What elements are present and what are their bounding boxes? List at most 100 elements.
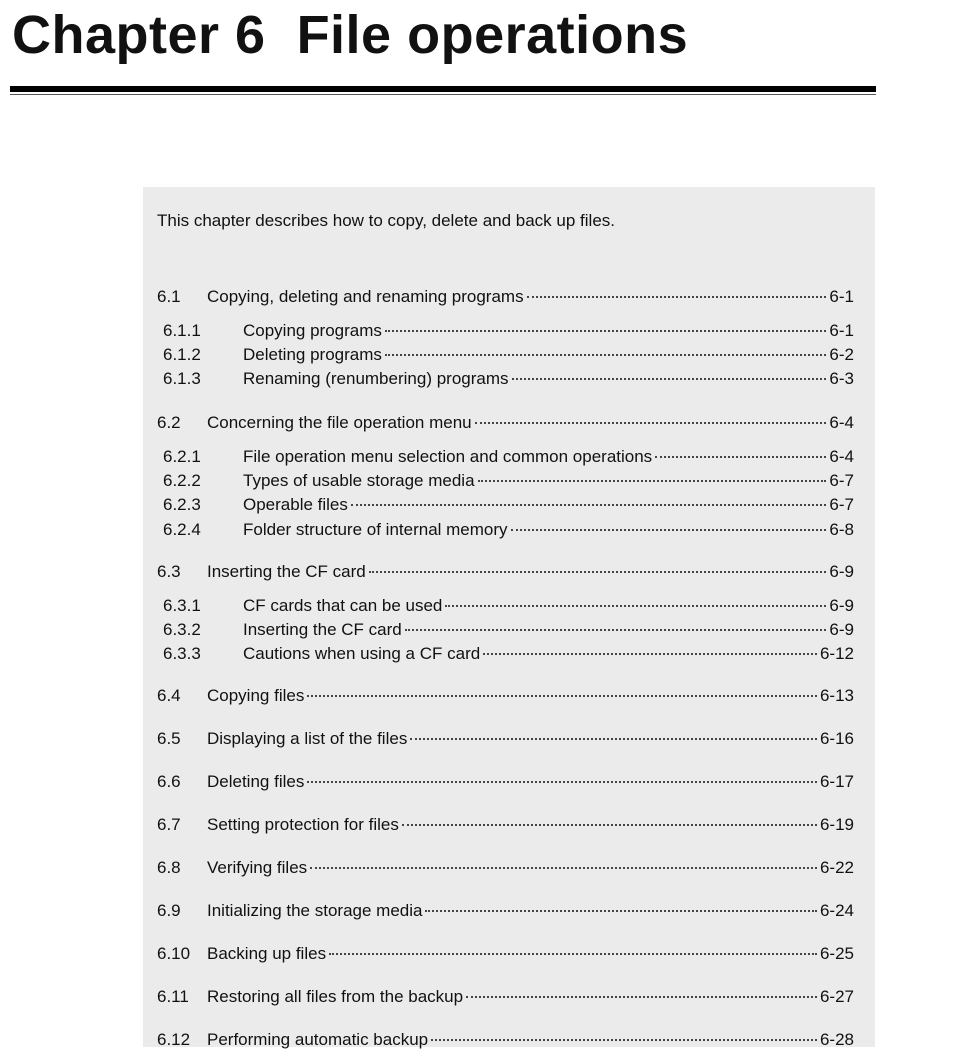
entry-number: 6.3.2 <box>163 620 201 639</box>
toc-entry: 6.1.1 Copying programs 6-1 <box>157 321 854 343</box>
dot-leader <box>510 529 827 531</box>
toc-entry: 6.3.1 CF cards that can be used 6-9 <box>157 596 854 618</box>
entry-title: Backing up files <box>207 944 327 963</box>
entry-page: 6-2 <box>829 345 854 364</box>
entry-number: 6.3.3 <box>163 644 201 663</box>
dot-leader <box>431 1039 817 1041</box>
entry-number: 6.1.3 <box>163 369 201 388</box>
dot-leader <box>410 738 817 740</box>
chapter-title: Chapter 6 File operations <box>12 5 689 65</box>
dot-leader <box>466 996 817 998</box>
entry-page: 6-28 <box>819 1030 854 1049</box>
entry-title: Copying programs <box>243 321 382 340</box>
entry-page: 6-24 <box>819 901 854 920</box>
entry-number: 6.10 <box>157 944 191 963</box>
dot-leader <box>307 695 817 697</box>
entry-number: 6.4 <box>157 686 181 705</box>
entry-title: Types of usable storage media <box>243 471 475 490</box>
dot-leader <box>329 953 817 955</box>
toc-entry: 6.2.3 Operable files 6-7 <box>157 495 854 517</box>
toc-entry: 6.2.1 File operation menu selection and c… <box>157 447 854 469</box>
toc-entry: 6.1.2 Deleting programs 6-2 <box>157 345 854 367</box>
entry-title: File operation menu selection and common… <box>243 447 653 466</box>
dot-leader <box>425 910 817 912</box>
dot-leader <box>655 456 827 458</box>
entry-title: Folder structure of internal memory <box>243 520 508 539</box>
entry-number: 6.5 <box>157 729 181 748</box>
entry-page: 6-7 <box>829 495 854 514</box>
toc-entry: 6.5 Displaying a list of the files 6-16 <box>157 729 854 751</box>
toc-entry: 6.2 Concerning the file operation menu 6-4 <box>157 413 854 435</box>
entry-page: 6-1 <box>829 321 854 340</box>
entry-number: 6.2.4 <box>163 520 201 539</box>
toc-entry: 6.12 Performing automatic backup 6-28 <box>157 1030 854 1052</box>
entry-title: Cautions when using a CF card <box>243 644 481 663</box>
entry-title: Concerning the file operation menu <box>207 413 472 432</box>
entry-page: 6-13 <box>819 686 854 705</box>
toc-entry: 6.3.2 Inserting the CF card 6-9 <box>157 620 854 642</box>
dot-leader <box>384 354 827 356</box>
toc-entry: 6.4 Copying files 6-13 <box>157 686 854 708</box>
dot-leader <box>445 605 827 607</box>
entry-page: 6-25 <box>819 944 854 963</box>
entry-number: 6.2.3 <box>163 495 201 514</box>
toc-entry: 6.3 Inserting the CF card 6-9 <box>157 562 854 584</box>
toc-entry: 6.6 Deleting files 6-17 <box>157 772 854 794</box>
entry-page: 6-8 <box>829 520 854 539</box>
toc-entry: 6.1.3 Renaming (renumbering) programs 6-3 <box>157 369 854 391</box>
entry-title: Copying files <box>207 686 305 705</box>
dot-leader <box>368 571 827 573</box>
entry-title: Deleting files <box>207 772 305 791</box>
entry-number: 6.2.2 <box>163 471 201 490</box>
entry-title: CF cards that can be used <box>243 596 443 615</box>
title-rule-thin <box>10 94 876 95</box>
dot-leader <box>310 867 817 869</box>
entry-page: 6-9 <box>829 562 854 581</box>
title-rule <box>10 86 876 92</box>
toc-entry: 6.8 Verifying files 6-22 <box>157 858 854 880</box>
toc-entry: 6.11 Restoring all files from the backup 6… <box>157 987 854 1009</box>
entry-page: 6-12 <box>819 644 854 663</box>
entry-number: 6.2 <box>157 413 181 432</box>
entry-page: 6-22 <box>819 858 854 877</box>
toc-entry: 6.7 Setting protection for files 6-19 <box>157 815 854 837</box>
entry-page: 6-9 <box>829 620 854 639</box>
entry-number: 6.11 <box>157 987 189 1006</box>
entry-title: Displaying a list of the files <box>207 729 408 748</box>
entry-number: 6.6 <box>157 772 181 791</box>
entry-page: 6-9 <box>829 596 854 615</box>
entry-number: 6.3.1 <box>163 596 201 615</box>
entry-number: 6.7 <box>157 815 181 834</box>
entry-title: Renaming (renumbering) programs <box>243 369 509 388</box>
entry-title: Operable files <box>243 495 348 514</box>
entry-title: Setting protection for files <box>207 815 399 834</box>
dot-leader <box>474 422 827 424</box>
toc-entry: 6.2.2 Types of usable storage media 6-7 <box>157 471 854 493</box>
entry-page: 6-3 <box>829 369 854 388</box>
entry-page: 6-4 <box>829 447 854 466</box>
entry-page: 6-19 <box>819 815 854 834</box>
dot-leader <box>307 781 817 783</box>
toc-entry: 6.1 Copying, deleting and renaming progra… <box>157 287 854 309</box>
entry-title: Deleting programs <box>243 345 382 364</box>
dot-leader <box>483 653 817 655</box>
dot-leader <box>350 504 827 506</box>
dot-leader <box>511 378 827 380</box>
entry-number: 6.3 <box>157 562 181 581</box>
entry-title: Performing automatic backup <box>207 1030 429 1049</box>
toc-entry: 6.9 Initializing the storage media 6-24 <box>157 901 854 923</box>
toc-entry: 6.3.3 Cautions when using a CF card 6-12 <box>157 644 854 666</box>
toc-entry: 6.10 Backing up files 6-25 <box>157 944 854 966</box>
entry-page: 6-27 <box>819 987 854 1006</box>
toc-entry: 6.2.4 Folder structure of internal memory… <box>157 520 854 542</box>
dot-leader <box>477 480 827 482</box>
entry-title: Initializing the storage media <box>207 901 423 920</box>
entry-number: 6.12 <box>157 1030 191 1049</box>
intro-text: This chapter describes how to copy, dele… <box>157 211 615 230</box>
dot-leader <box>384 330 827 332</box>
entry-number: 6.1 <box>157 287 181 306</box>
entry-page: 6-16 <box>819 729 854 748</box>
dot-leader <box>401 824 817 826</box>
entry-number: 6.2.1 <box>163 447 201 466</box>
